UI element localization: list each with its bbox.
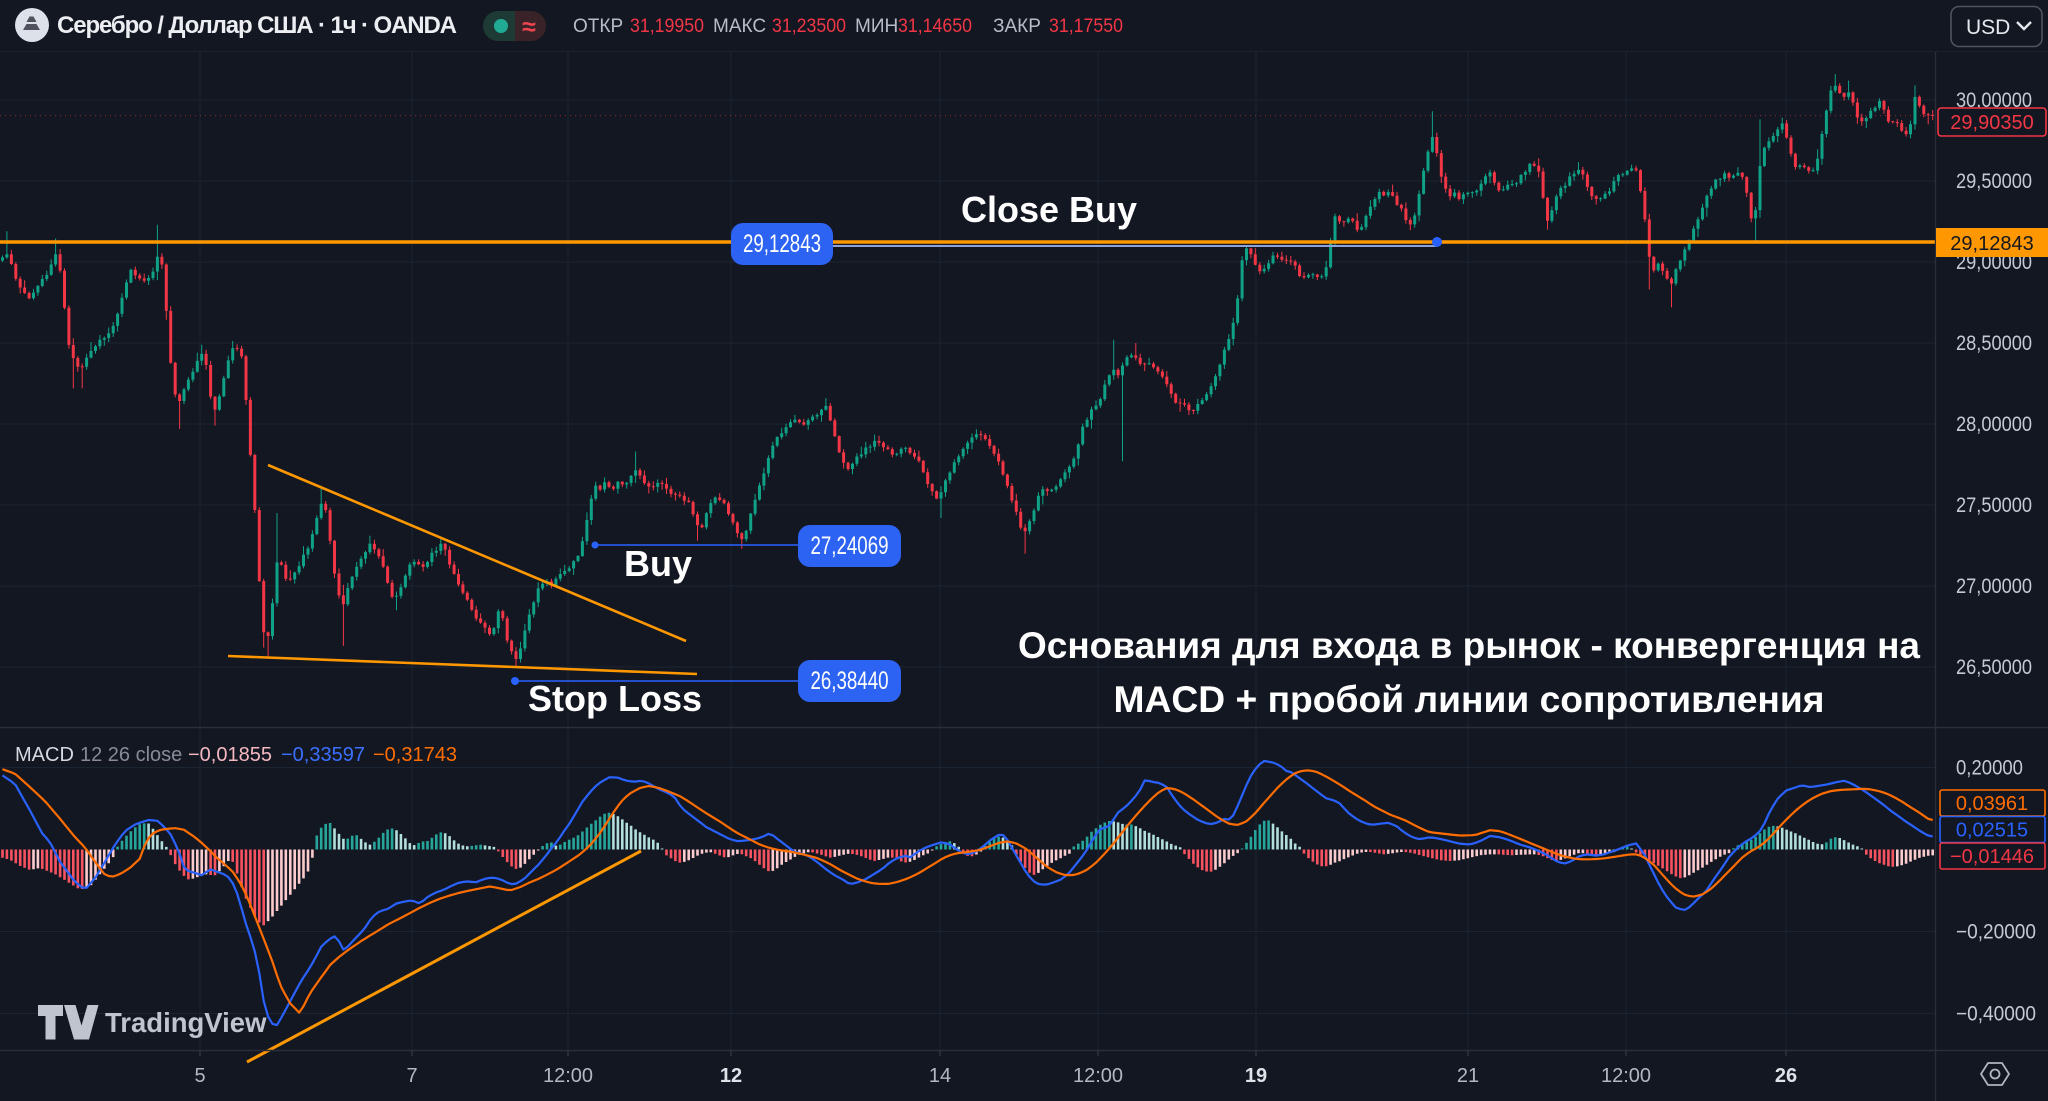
svg-text:14: 14 bbox=[929, 1065, 951, 1087]
svg-text:−0,40000: −0,40000 bbox=[1956, 1003, 2036, 1026]
svg-text:29,12843: 29,12843 bbox=[1950, 233, 2033, 255]
svg-text:7: 7 bbox=[406, 1065, 417, 1087]
svg-text:Buy: Buy bbox=[624, 543, 692, 584]
svg-text:29,12843: 29,12843 bbox=[743, 230, 821, 258]
svg-text:0,02515: 0,02515 bbox=[1956, 820, 2028, 842]
svg-text:29,50000: 29,50000 bbox=[1956, 170, 2032, 193]
svg-text:Серебро / Доллар США · 1ч · OA: Серебро / Доллар США · 1ч · OANDA bbox=[57, 12, 457, 39]
svg-text:21: 21 bbox=[1457, 1065, 1479, 1087]
svg-text:−0,01855: −0,01855 bbox=[188, 744, 272, 766]
svg-text:МАКС: МАКС bbox=[713, 16, 766, 37]
svg-text:Close Buy: Close Buy bbox=[961, 189, 1137, 230]
svg-text:≈: ≈ bbox=[522, 13, 536, 41]
svg-text:USD: USD bbox=[1966, 16, 2010, 39]
svg-text:26: 26 bbox=[1775, 1065, 1797, 1087]
svg-text:31,17550: 31,17550 bbox=[1049, 16, 1123, 37]
svg-text:30,00000: 30,00000 bbox=[1956, 89, 2032, 112]
svg-text:5: 5 bbox=[194, 1065, 205, 1087]
svg-text:Основания для входа в рынок -: Основания для входа в рынок - конвергенц… bbox=[1018, 625, 1920, 666]
svg-text:31,14650: 31,14650 bbox=[898, 16, 972, 37]
svg-text:19: 19 bbox=[1245, 1065, 1267, 1087]
svg-text:12 26 close: 12 26 close bbox=[80, 744, 182, 766]
svg-text:12:00: 12:00 bbox=[1073, 1065, 1123, 1087]
svg-text:0,03961: 0,03961 bbox=[1956, 793, 2028, 815]
svg-text:Stop Loss: Stop Loss bbox=[528, 678, 702, 719]
svg-text:TradingView: TradingView bbox=[105, 1007, 267, 1038]
svg-text:12:00: 12:00 bbox=[1601, 1065, 1651, 1087]
svg-text:MACD + пробой линии сопротивле: MACD + пробой линии сопротивления bbox=[1114, 679, 1825, 720]
svg-text:ОТКР: ОТКР bbox=[573, 16, 623, 37]
svg-text:−0,31743: −0,31743 bbox=[373, 744, 457, 766]
svg-text:28,50000: 28,50000 bbox=[1956, 332, 2032, 355]
svg-text:12:00: 12:00 bbox=[543, 1065, 593, 1087]
svg-text:−0,20000: −0,20000 bbox=[1956, 921, 2036, 944]
svg-text:31,23500: 31,23500 bbox=[772, 16, 846, 37]
svg-text:31,19950: 31,19950 bbox=[630, 16, 704, 37]
svg-text:26,38440: 26,38440 bbox=[811, 667, 889, 695]
svg-text:27,50000: 27,50000 bbox=[1956, 494, 2032, 517]
svg-text:−0,33597: −0,33597 bbox=[281, 744, 365, 766]
svg-text:0,20000: 0,20000 bbox=[1956, 757, 2023, 780]
svg-text:12: 12 bbox=[720, 1065, 742, 1087]
svg-text:−0,01446: −0,01446 bbox=[1950, 846, 2034, 868]
svg-text:27,00000: 27,00000 bbox=[1956, 575, 2032, 598]
svg-text:27,24069: 27,24069 bbox=[811, 532, 889, 560]
svg-text:МИН: МИН bbox=[855, 16, 898, 37]
svg-text:26,50000: 26,50000 bbox=[1956, 656, 2032, 679]
svg-text:28,00000: 28,00000 bbox=[1956, 413, 2032, 436]
svg-text:29,90350: 29,90350 bbox=[1950, 112, 2033, 134]
svg-text:ЗАКР: ЗАКР bbox=[993, 16, 1041, 37]
svg-text:MACD: MACD bbox=[15, 744, 74, 766]
